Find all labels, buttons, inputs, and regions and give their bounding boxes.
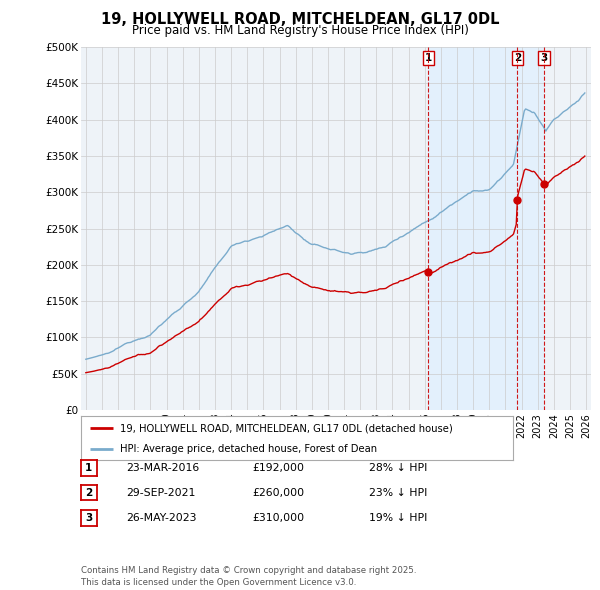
Text: 1: 1 [85,463,92,473]
Text: 19, HOLLYWELL ROAD, MITCHELDEAN, GL17 0DL: 19, HOLLYWELL ROAD, MITCHELDEAN, GL17 0D… [101,12,499,27]
Text: Price paid vs. HM Land Registry's House Price Index (HPI): Price paid vs. HM Land Registry's House … [131,24,469,37]
Text: 2: 2 [514,53,521,63]
Text: 2: 2 [85,488,92,497]
Text: 3: 3 [85,513,92,523]
Text: Contains HM Land Registry data © Crown copyright and database right 2025.
This d: Contains HM Land Registry data © Crown c… [81,566,416,587]
Text: HPI: Average price, detached house, Forest of Dean: HPI: Average price, detached house, Fore… [120,444,377,454]
Text: £310,000: £310,000 [252,513,304,523]
Text: £192,000: £192,000 [252,463,304,473]
Text: 19% ↓ HPI: 19% ↓ HPI [369,513,427,523]
Text: 26-MAY-2023: 26-MAY-2023 [126,513,197,523]
Text: 1: 1 [425,53,432,63]
Text: 19, HOLLYWELL ROAD, MITCHELDEAN, GL17 0DL (detached house): 19, HOLLYWELL ROAD, MITCHELDEAN, GL17 0D… [120,424,452,433]
Text: 3: 3 [541,53,548,63]
Text: 23% ↓ HPI: 23% ↓ HPI [369,488,427,497]
Text: 29-SEP-2021: 29-SEP-2021 [126,488,196,497]
Text: 23-MAR-2016: 23-MAR-2016 [126,463,199,473]
Bar [428,47,544,410]
Text: £260,000: £260,000 [252,488,304,497]
Text: 28% ↓ HPI: 28% ↓ HPI [369,463,427,473]
